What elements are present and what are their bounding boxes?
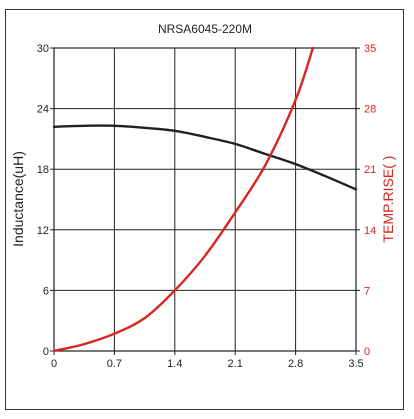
y-tick-label: 24 bbox=[37, 104, 49, 116]
grid bbox=[50, 47, 360, 355]
y-tick-label: 6 bbox=[43, 285, 49, 297]
chart-frame bbox=[5, 9, 404, 410]
y-tick-label: 30 bbox=[37, 43, 49, 55]
y-tick-label: 18 bbox=[37, 164, 49, 176]
temp-rise-series-line bbox=[52, 46, 315, 353]
y2-tick-label: 21 bbox=[364, 164, 376, 176]
y2-tick-label: 28 bbox=[364, 104, 376, 116]
y-tick-label: 0 bbox=[43, 346, 49, 358]
x-tick-label: 3.5 bbox=[348, 358, 363, 370]
y2-tick-label: 35 bbox=[364, 43, 376, 55]
y2-tick-label: 7 bbox=[364, 285, 370, 297]
y-axis-label: Inductance(uH) bbox=[10, 151, 26, 247]
x-tick-label: 2.1 bbox=[228, 358, 243, 370]
plot-border bbox=[53, 47, 357, 352]
y2-tick-label: 0 bbox=[364, 346, 370, 358]
y2-tick-label: 14 bbox=[364, 225, 376, 237]
x-tick-label: 0 bbox=[51, 358, 57, 370]
chart-title: NRSA6045-220M bbox=[158, 22, 252, 36]
x-tick-label: 2.8 bbox=[288, 358, 303, 370]
series-layer bbox=[52, 46, 358, 353]
x-tick-label: 1.4 bbox=[167, 358, 182, 370]
inductance-series-line bbox=[52, 124, 358, 191]
x-tick-label: 0.7 bbox=[107, 358, 122, 370]
y2-axis-label: TEMP.RISE( ) bbox=[380, 156, 396, 243]
y-tick-label: 12 bbox=[37, 225, 49, 237]
